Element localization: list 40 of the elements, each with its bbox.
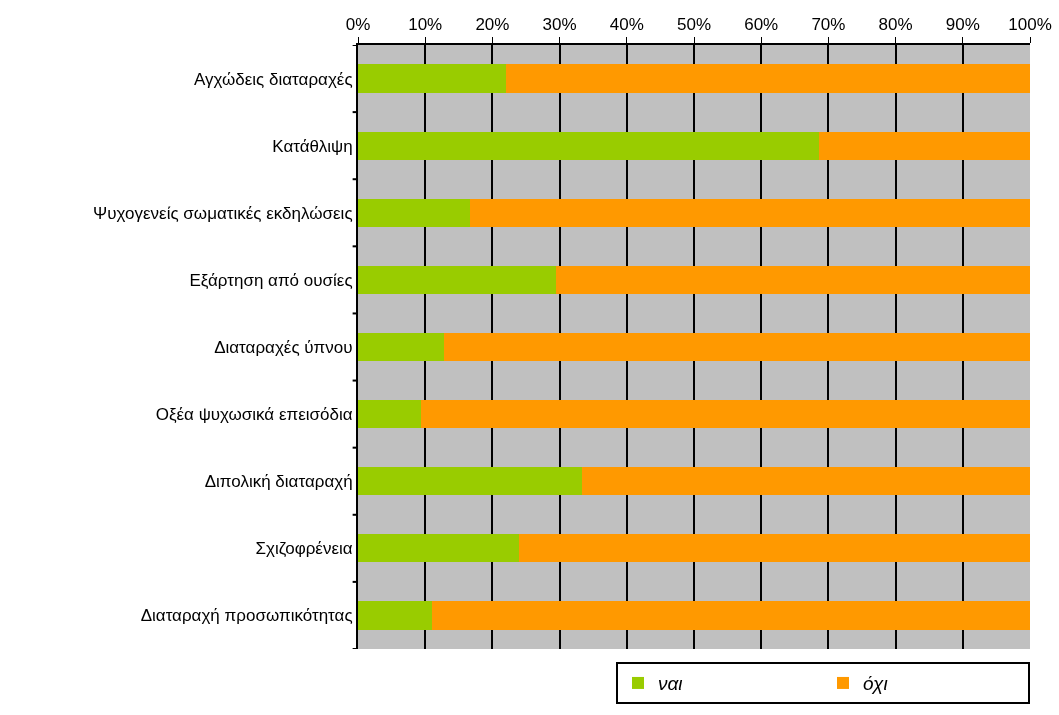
bar (358, 198, 470, 227)
x-tick-label: 50% (676, 15, 712, 35)
x-tick-label: 0% (345, 15, 371, 35)
y-tick-label: Εξάρτηση από ουσίες (189, 270, 353, 290)
x-tick-label: 100% (1008, 15, 1052, 35)
y-tick-label: Σχιζοφρένεια (255, 539, 353, 559)
y-tick-label: Διαταραχή προσωπικότητας (140, 606, 353, 626)
bar (358, 64, 506, 93)
bar (581, 467, 1030, 496)
bar (358, 467, 582, 496)
bar (420, 400, 1030, 429)
x-tick-label: 20% (475, 15, 510, 35)
bar (505, 64, 1030, 93)
legend-label: ναι (658, 673, 683, 695)
bar (358, 131, 819, 160)
y-tick-label: Διπολική διαταραχή (204, 472, 353, 492)
x-tick-label: 60% (744, 15, 779, 35)
y-tick-label: Διαταραχές ύπνου (214, 337, 353, 357)
bar (431, 601, 1030, 630)
y-tick-label: Κατάθλιψη (272, 136, 353, 156)
legend-label: όχι (863, 673, 888, 695)
bar (358, 400, 421, 429)
y-tick-label: Οξέα ψυχωσικά επεισόδια (155, 405, 353, 425)
bar (358, 534, 520, 563)
bar (519, 534, 1030, 563)
y-tick-label: Αγχώδεις διαταραχές (194, 69, 353, 89)
bar (556, 265, 1030, 294)
bar (444, 332, 1030, 362)
x-tick-label: 40% (609, 15, 644, 35)
x-tick-label: 90% (945, 15, 980, 35)
bar (469, 198, 1030, 227)
x-tick-label: 80% (878, 15, 913, 35)
x-tick-label: 30% (542, 15, 577, 35)
x-tick-label: 70% (811, 15, 846, 35)
bar (358, 601, 432, 630)
bar (358, 332, 445, 362)
bar (358, 265, 557, 294)
x-tick-label: 10% (408, 15, 443, 35)
bar (818, 131, 1030, 160)
y-tick-label: Ψυχογενείς σωματικές εκδηλώσεις (93, 203, 353, 223)
